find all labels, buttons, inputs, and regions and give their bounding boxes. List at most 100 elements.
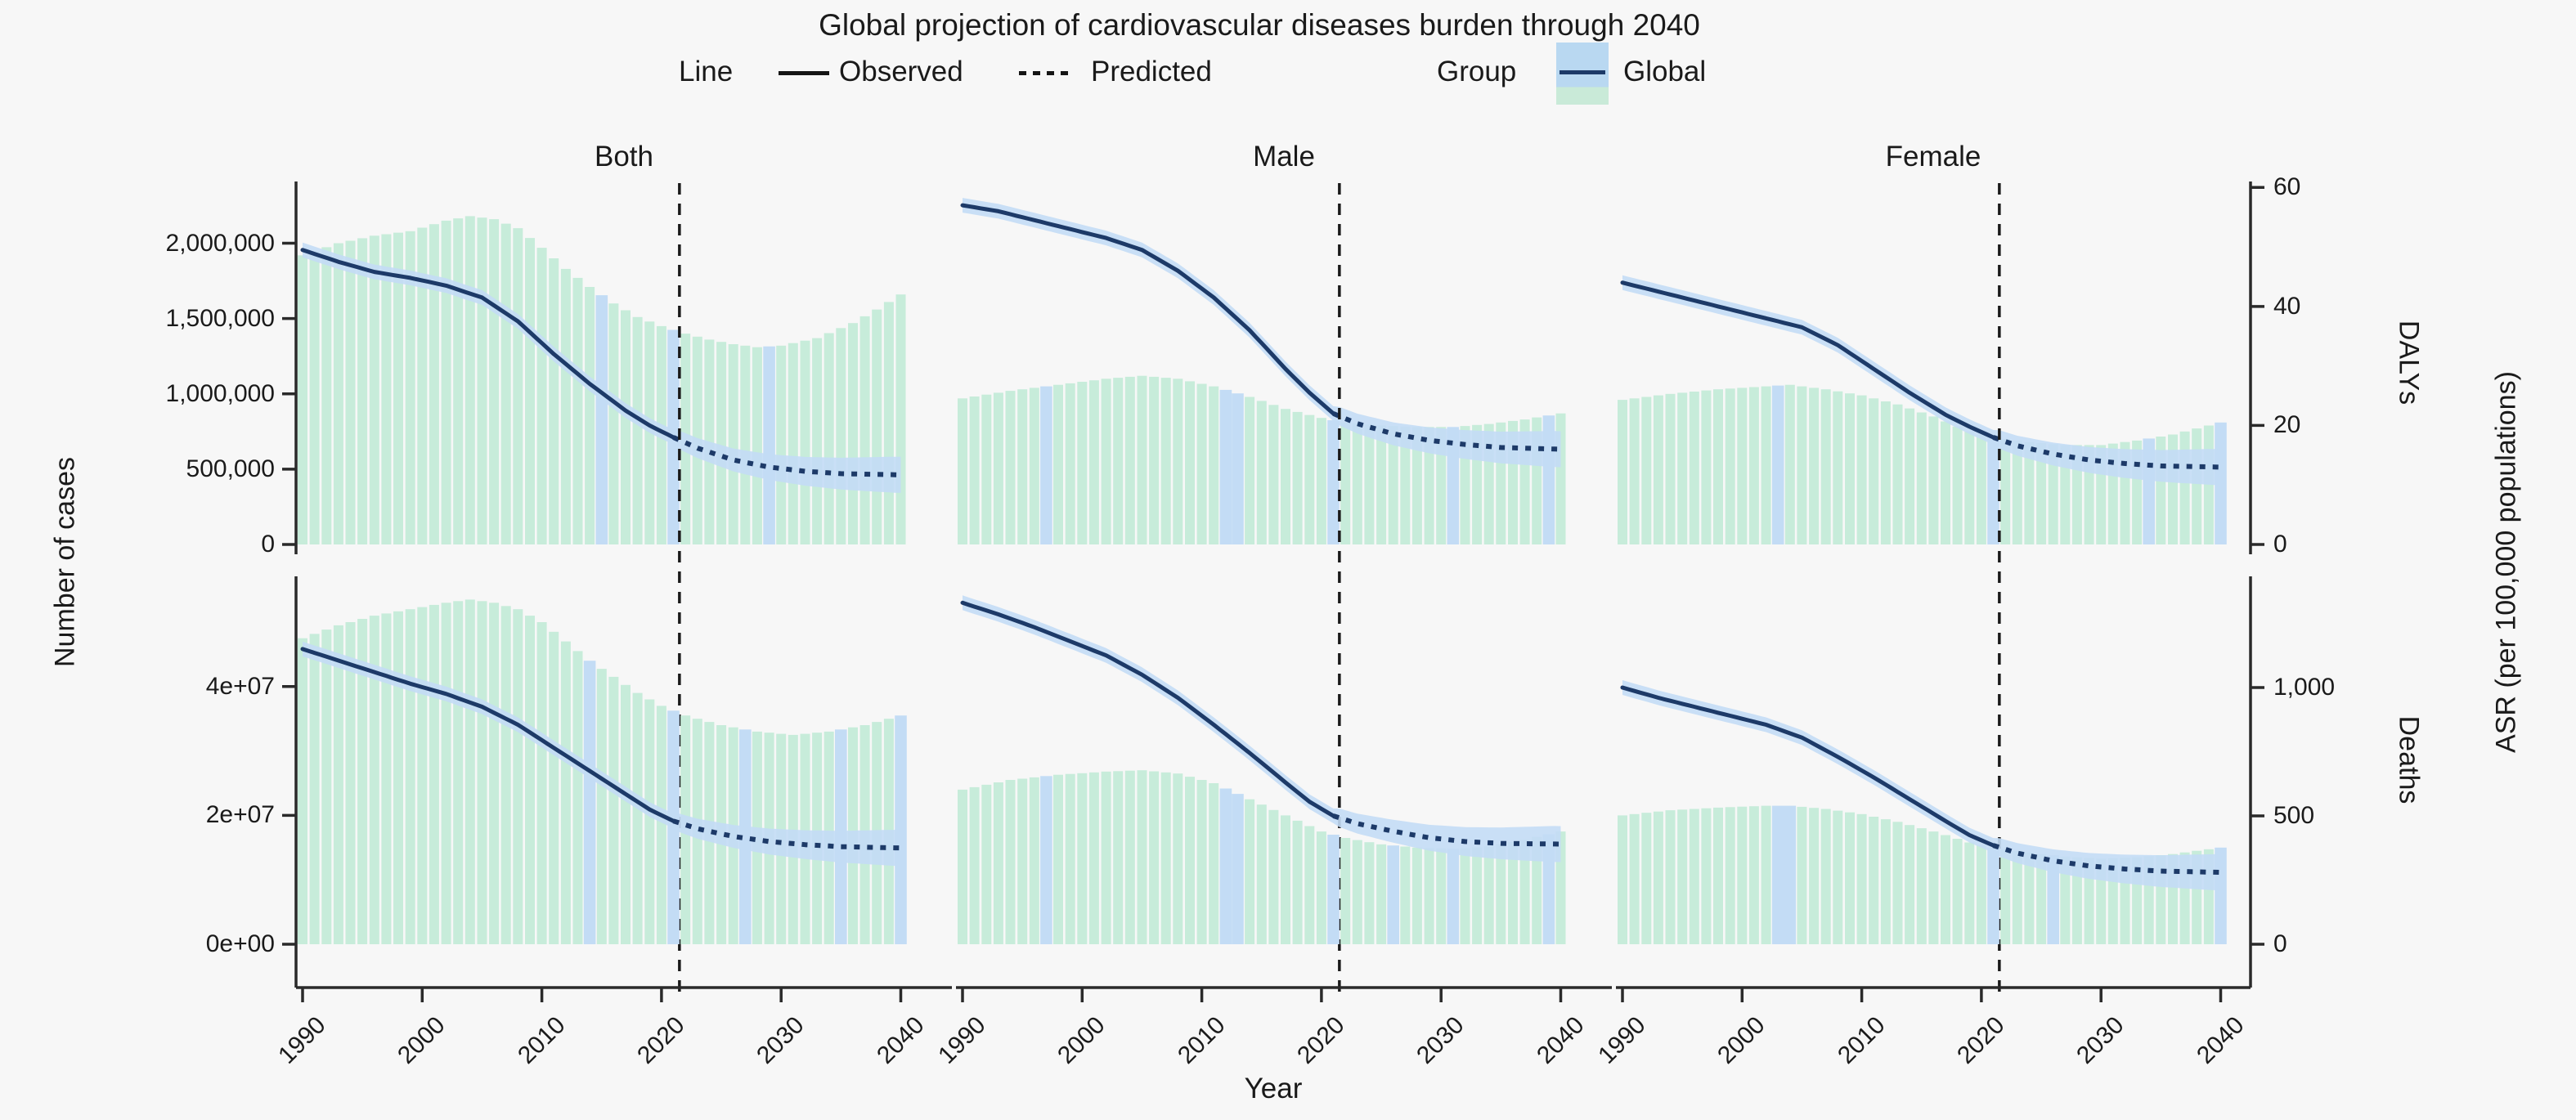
bar-1997 — [1040, 386, 1052, 544]
bar-2007 — [1160, 772, 1171, 944]
bar-2037 — [859, 316, 870, 544]
bar-2031 — [1447, 849, 1460, 944]
bar-1991 — [309, 251, 320, 544]
y2-tick-label-1,000: 1,000 — [2273, 673, 2336, 701]
bar-2017 — [1941, 835, 1950, 944]
bar-1992 — [321, 629, 332, 944]
bar-2012 — [560, 641, 571, 944]
asr-line-predicted — [1332, 813, 1561, 847]
bar-2028 — [1411, 847, 1422, 944]
asr-line-observed — [960, 203, 1335, 416]
bar-1993 — [333, 243, 343, 544]
global-line-icon — [1560, 70, 1605, 74]
bar-2027 — [2060, 856, 2071, 944]
bar-1996 — [369, 235, 379, 544]
bar-2014 — [585, 287, 595, 544]
bar-1997 — [381, 234, 392, 544]
y-tick-label-0e+00: 0e+00 — [205, 930, 275, 957]
bar-2017 — [621, 310, 631, 544]
bar-2025 — [2036, 443, 2047, 544]
bar-2004 — [464, 216, 475, 544]
bar-2029 — [1424, 427, 1434, 544]
bar-1991 — [969, 396, 980, 544]
bar-2038 — [2192, 428, 2202, 544]
bar-2023 — [1352, 840, 1362, 944]
legend-line-title: Line — [679, 56, 734, 87]
bar-1998 — [1713, 389, 1723, 544]
bar-2005 — [1137, 375, 1147, 544]
bar-2004 — [1784, 384, 1795, 544]
y-tick-label-0: 0 — [261, 531, 275, 558]
bar-2009 — [1845, 393, 1855, 544]
bar-1995 — [1677, 392, 1688, 544]
bar-2006 — [1149, 771, 1160, 944]
bar-1999 — [405, 231, 415, 544]
bar-2027 — [2060, 445, 2071, 544]
bar-2002 — [1101, 771, 1111, 944]
asr-line-predicted — [1332, 411, 1561, 452]
bar-2011 — [549, 631, 559, 944]
panel-male-dalys — [958, 198, 1566, 544]
bar-2036 — [848, 323, 858, 544]
bar-2034 — [824, 333, 834, 544]
bar-1994 — [1665, 393, 1676, 544]
bar-1991 — [969, 786, 980, 944]
bar-2024 — [1364, 842, 1375, 944]
bar-2007 — [1820, 809, 1831, 944]
bar-1994 — [1005, 780, 1016, 944]
bar-2016 — [1268, 405, 1279, 544]
bar-1996 — [1689, 392, 1699, 544]
bar-2008 — [1833, 391, 1843, 544]
bar-2007 — [500, 223, 511, 544]
bar-2020 — [1976, 844, 1986, 944]
bar-2000 — [1077, 382, 1088, 544]
panel-female-deaths — [1618, 680, 2227, 944]
bar-2005 — [1797, 386, 1807, 544]
bar-2015 — [1916, 412, 1927, 544]
bar-2004 — [1124, 770, 1135, 944]
bar-2017 — [1281, 815, 1290, 944]
y-tick-label-500,000: 500,000 — [186, 455, 275, 482]
bar-2006 — [489, 603, 500, 944]
bar-1995 — [1677, 809, 1688, 944]
bar-2016 — [1928, 831, 1939, 944]
bar-2020 — [1316, 831, 1326, 944]
bar-2037 — [1519, 840, 1530, 944]
y2-tick-label-20: 20 — [2273, 411, 2301, 439]
bar-1992 — [981, 394, 992, 544]
bar-2010 — [1196, 383, 1207, 544]
bar-2018 — [632, 692, 643, 944]
bar-2028 — [2071, 857, 2082, 944]
bar-1991 — [1629, 398, 1640, 544]
bar-2039 — [883, 302, 894, 544]
y2-tick-label-0: 0 — [2273, 531, 2287, 558]
bar-2027 — [1400, 426, 1411, 544]
right-axis-title-deaths: Deaths — [2393, 715, 2425, 804]
bar-2017 — [1941, 421, 1950, 544]
bar-1995 — [1017, 389, 1028, 544]
asr-line-predicted — [1992, 843, 2221, 876]
bar-2003 — [1771, 805, 1784, 944]
bar-1990 — [298, 255, 307, 544]
bar-1994 — [345, 622, 356, 944]
bar-2012 — [1219, 788, 1232, 944]
bar-2007 — [1820, 389, 1831, 544]
bar-1993 — [1653, 811, 1663, 944]
bar-2009 — [525, 238, 535, 544]
bar-2003 — [1113, 378, 1124, 544]
asr-confidence-ribbon — [963, 198, 1561, 468]
bar-2026 — [2048, 444, 2058, 544]
bar-1998 — [1053, 384, 1063, 544]
bar-2025 — [1376, 425, 1387, 544]
asr-line-predicted — [672, 435, 901, 477]
y-tick-label-4e+07: 4e+07 — [205, 672, 275, 700]
bar-2014 — [1245, 799, 1255, 944]
bar-2012 — [1880, 401, 1891, 544]
bar-1990 — [958, 789, 967, 944]
bar-2002 — [1761, 805, 1771, 944]
bar-2016 — [608, 303, 619, 544]
bar-2002 — [1761, 386, 1771, 544]
bar-2015 — [596, 669, 607, 944]
bar-2015 — [1916, 828, 1927, 944]
bar-2022 — [2000, 849, 2011, 944]
